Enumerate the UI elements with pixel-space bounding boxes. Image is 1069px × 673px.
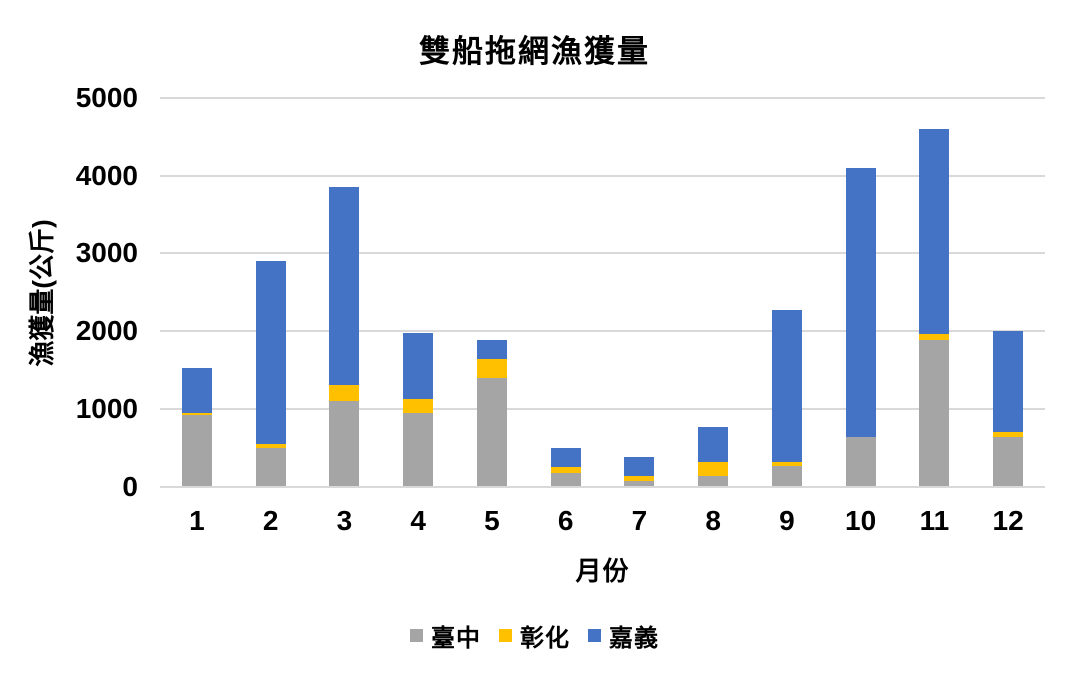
gridline-4000 [160,174,1045,177]
x-tick-label-5: 5 [484,505,500,536]
bar-month-11-彰化 [919,334,950,341]
x-tick-label-11: 11 [919,505,950,536]
bar-month-8-臺中 [698,476,729,487]
legend-label-changhua: 彰化 [520,625,570,652]
taichung-swatch-icon [410,629,423,642]
bar-month-7-嘉義 [624,456,655,477]
bar-month-8-彰化 [698,462,729,477]
y-tick-label-1000: 1000 [75,392,138,424]
chart-title: 雙船拖網漁獲量 [419,34,650,69]
x-tick-label-3: 3 [336,505,353,536]
bar-month-10-嘉義 [845,167,876,437]
bar-month-4-嘉義 [403,332,434,400]
gridline-2000 [160,330,1045,333]
x-tick-label-12: 12 [992,505,1024,536]
gridline-5000 [160,97,1045,99]
bar-month-5-嘉義 [476,340,507,360]
bar-month-9-臺中 [771,466,802,487]
bar-month-1-嘉義 [181,368,212,414]
chiayi-swatch-icon [588,629,601,642]
bar-month-7-彰化 [624,476,655,482]
legend: 臺中 彰化 嘉義 [0,618,1069,653]
bar-month-4-臺中 [403,412,434,487]
bar-month-8-嘉義 [698,426,729,463]
x-tick-label-4: 4 [410,505,426,536]
bar-month-9-彰化 [771,461,802,467]
changhua-swatch-icon [499,629,512,642]
bar-month-5-彰化 [476,359,507,379]
gridline-3000 [160,252,1045,255]
bar-month-11-臺中 [919,340,950,487]
x-tick-label-1: 1 [189,505,205,536]
x-tick-label-6: 6 [557,505,574,536]
bar-month-4-彰化 [403,399,434,413]
y-tick-label-2000: 2000 [75,315,138,347]
gridline-0 [160,485,1045,488]
bar-month-12-臺中 [993,436,1024,487]
bar-month-12-彰化 [993,432,1024,437]
y-tick-label-0: 0 [122,470,138,502]
x-tick-label-8: 8 [705,505,721,536]
bar-month-12-嘉義 [993,331,1024,433]
bar-month-3-彰化 [329,385,360,402]
legend-item-changhua: 彰化 [499,618,570,653]
x-axis-title: 月份 [575,556,630,586]
bar-month-6-臺中 [550,473,581,487]
bar-month-1-彰化 [181,413,212,415]
legend-item-chiayi: 嘉義 [588,618,659,653]
y-tick-label-3000: 3000 [75,237,138,269]
legend-label-chiayi: 嘉義 [609,625,659,652]
bar-month-3-臺中 [329,401,360,487]
legend-label-taichung: 臺中 [431,625,481,652]
gridline-1000 [160,407,1045,410]
bar-month-10-臺中 [845,436,876,487]
bar-month-2-嘉義 [255,261,286,444]
bar-month-2-彰化 [255,443,286,448]
y-tick-label-4000: 4000 [75,159,138,191]
bar-month-6-彰化 [550,466,581,474]
bar-month-11-嘉義 [919,129,950,335]
bar-month-3-嘉義 [329,187,360,386]
x-tick-label-9: 9 [779,505,795,536]
y-tick-label-5000: 5000 [75,82,138,113]
bar-month-1-臺中 [181,415,212,487]
x-tick-label-7: 7 [631,505,648,536]
legend-item-taichung: 臺中 [410,618,481,653]
x-tick-label-10: 10 [845,505,877,536]
bar-month-5-臺中 [476,378,507,487]
x-tick-label-2: 2 [262,505,279,536]
bar-month-2-臺中 [255,447,286,487]
bar-month-6-嘉義 [550,448,581,467]
bar-month-7-臺中 [624,481,655,487]
bar-month-9-嘉義 [771,310,802,462]
